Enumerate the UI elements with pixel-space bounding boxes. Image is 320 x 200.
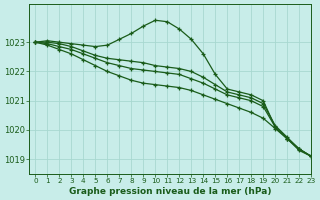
X-axis label: Graphe pression niveau de la mer (hPa): Graphe pression niveau de la mer (hPa) <box>69 187 272 196</box>
